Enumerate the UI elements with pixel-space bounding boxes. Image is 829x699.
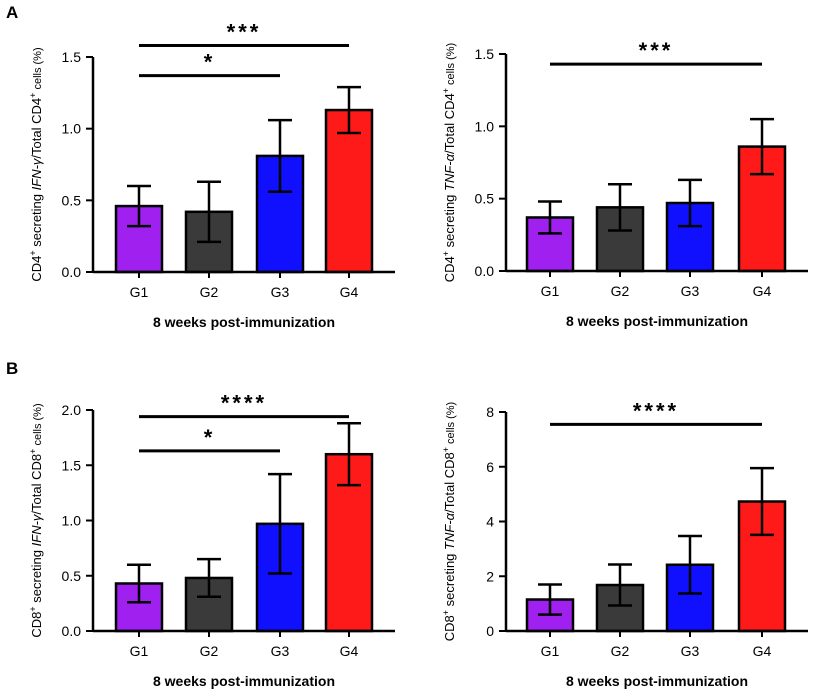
x-axis-title: 8 weeks post-immunization [566, 673, 748, 689]
y-tick-label: 1.0 [62, 513, 82, 529]
x-tick-label: G3 [271, 643, 290, 659]
y-tick-label: 0.5 [62, 192, 82, 208]
y-tick-label: 2.0 [62, 402, 82, 418]
y-tick-label: 8 [486, 404, 494, 420]
significance-label: **** [633, 398, 679, 423]
x-tick-label: G2 [200, 643, 219, 659]
y-tick-label: 1.0 [62, 121, 82, 137]
x-tick-label: G1 [130, 643, 149, 659]
y-tick-label: 4 [486, 514, 494, 530]
y-tick-label: 1.5 [62, 457, 82, 473]
y-tick-label: 0.0 [62, 623, 82, 639]
x-tick-label: G4 [753, 283, 772, 299]
x-tick-label: G1 [541, 643, 560, 659]
y-tick-label: 0.0 [475, 263, 495, 279]
significance-label: **** [221, 391, 267, 416]
chart-cd4-tnf: G1 G2 G3 G4 0.0 0.5 1.0 1.5 8 weeks post-immuniz… [441, 38, 808, 329]
chart-cd4-ifn: G1 G2 G3 G4 0.0 0.5 1.0 1.5 8 weeks post-immuniz… [28, 20, 395, 330]
y-tick-label: 1.5 [475, 46, 495, 62]
x-tick-label: G4 [753, 643, 772, 659]
x-axis-title: 8 weeks post-immunization [153, 314, 335, 330]
y-tick-label: 0 [486, 623, 494, 639]
y-tick-label: 6 [486, 459, 494, 475]
significance-label: *** [639, 38, 674, 63]
x-tick-label: G3 [681, 283, 700, 299]
panel-label-a: A [6, 3, 18, 22]
bar-g4 [324, 108, 374, 274]
chart-cd8-ifn: G1 G2 G3 G4 0.0 0.5 1.0 1.5 2.0 8 weeks post-immu… [28, 391, 395, 689]
y-axis-title: CD4+ secreting IFN-γ/Total CD4+ cells (%… [28, 47, 44, 281]
x-tick-label: G2 [611, 283, 630, 299]
x-tick-label: G4 [340, 643, 359, 659]
x-axis-title: 8 weeks post-immunization [566, 313, 748, 329]
y-tick-label: 0.0 [62, 264, 82, 280]
significance-label: *** [227, 20, 262, 45]
x-tick-label: G3 [271, 284, 290, 300]
y-axis-title: CD8+ secreting TNF-α/Total CD8+ cells (%… [441, 402, 457, 641]
y-axis-title: CD8+ secreting IFN-γ/Total CD8+ cells (%… [28, 403, 44, 637]
significance-label: * [204, 425, 216, 450]
x-tick-label: G1 [130, 284, 149, 300]
x-tick-label: G2 [200, 284, 219, 300]
y-tick-label: 1.5 [62, 49, 82, 65]
x-tick-label: G4 [340, 284, 359, 300]
panel-label-b: B [6, 359, 18, 378]
x-tick-label: G1 [541, 283, 560, 299]
y-axis-title: CD4+ secreting TNF-α/Total CD4+ cells (%… [441, 43, 457, 282]
x-tick-label: G2 [611, 643, 630, 659]
x-axis-title: 8 weeks post-immunization [153, 673, 335, 689]
y-tick-label: 0.5 [62, 568, 82, 584]
y-tick-label: 2 [486, 568, 494, 584]
chart-cd8-tnf: G1 G2 G3 G4 0 2 4 6 8 8 weeks post-immunization CD… [441, 398, 808, 689]
y-tick-label: 0.5 [475, 191, 495, 207]
x-tick-label: G3 [681, 643, 700, 659]
y-tick-label: 1.0 [475, 118, 495, 134]
significance-label: * [204, 50, 216, 75]
